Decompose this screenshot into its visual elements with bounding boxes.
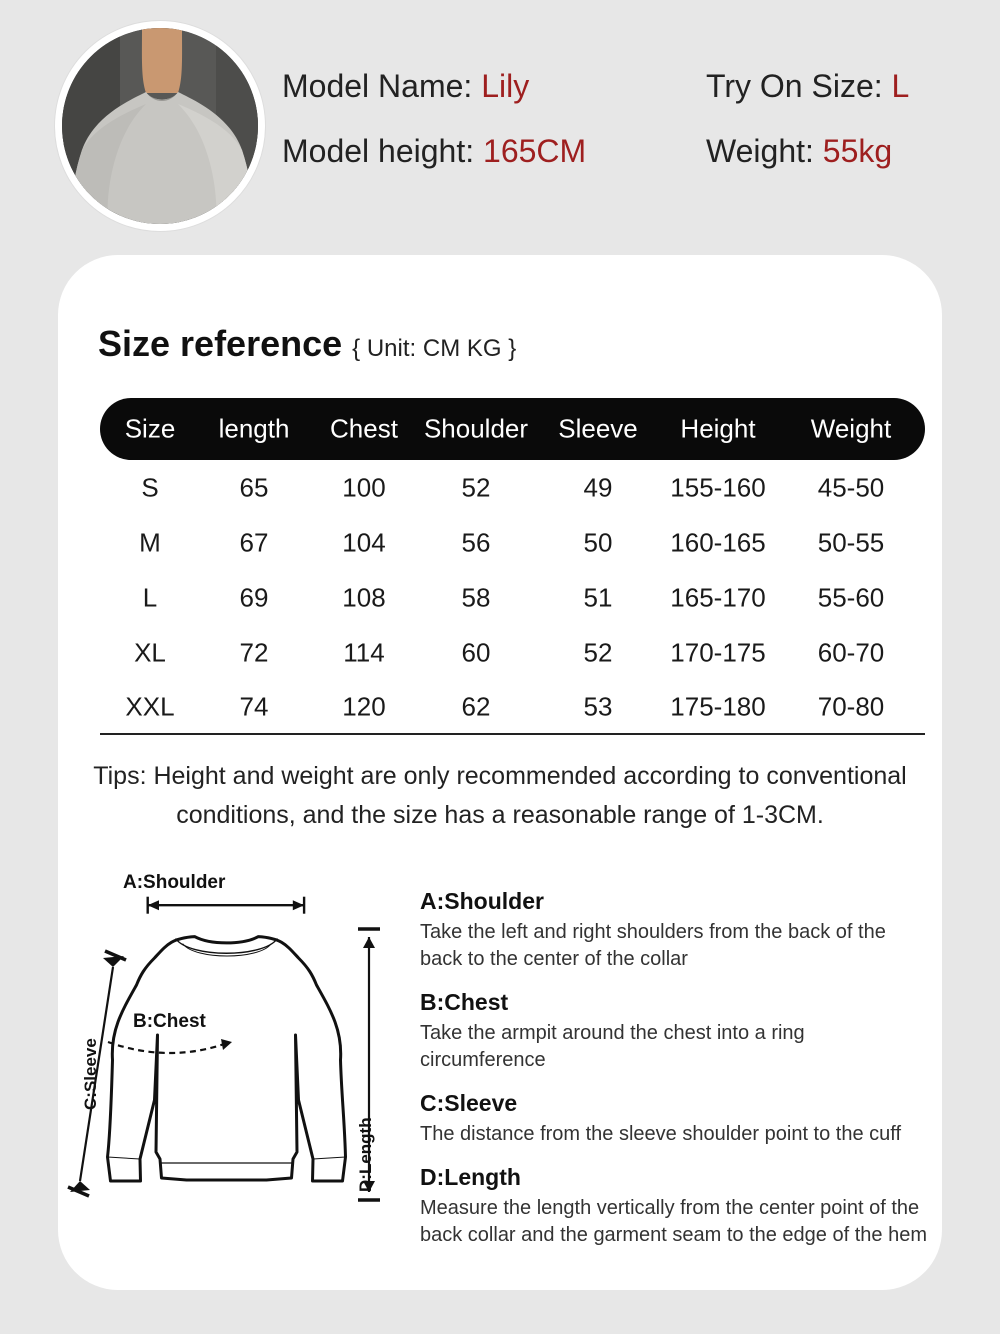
svg-text:D:Length: D:Length [356,1117,375,1192]
svg-text:A:Shoulder: A:Shoulder [123,872,226,893]
svg-text:B:Chest: B:Chest [133,1011,207,1032]
